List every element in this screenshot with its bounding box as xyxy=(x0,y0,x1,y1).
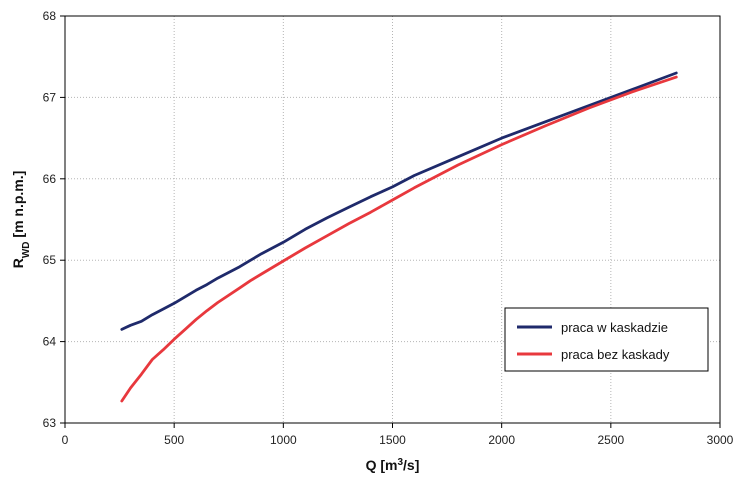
x-tick-label: 2500 xyxy=(597,433,624,447)
legend-label-praca-bez-kaskady: praca bez kaskady xyxy=(561,347,670,362)
legend-box xyxy=(504,307,709,372)
x-tick-label: 500 xyxy=(164,433,184,447)
x-tick-label: 1000 xyxy=(270,433,297,447)
y-tick-label: 66 xyxy=(43,172,57,186)
y-axis-title: RWD [m n.p.m.] xyxy=(10,171,32,269)
axis-ticks: 0 500 1000 1500 2000 2500 3000 63 64 65 66 67 68 xyxy=(43,9,734,447)
x-tick-label: 1500 xyxy=(379,433,406,447)
series-lines xyxy=(120,71,678,403)
x-tick-label: 2000 xyxy=(488,433,515,447)
y-tick-label: 65 xyxy=(43,253,57,267)
y-tick-label: 64 xyxy=(43,335,57,349)
series-line-0 xyxy=(120,71,678,331)
y-tick-label: 68 xyxy=(43,9,57,23)
legend: praca w kaskadzie praca bez kaskady xyxy=(504,307,709,372)
x-axis-title: Q [m3/s] xyxy=(366,457,420,474)
x-tick-label: 3000 xyxy=(707,433,734,447)
y-tick-label: 63 xyxy=(43,416,57,430)
x-tick-label: 0 xyxy=(62,433,69,447)
series-line-1 xyxy=(120,75,678,403)
y-tick-label: 67 xyxy=(43,90,57,104)
legend-label-praca-w-kaskadzie: praca w kaskadzie xyxy=(561,320,668,335)
